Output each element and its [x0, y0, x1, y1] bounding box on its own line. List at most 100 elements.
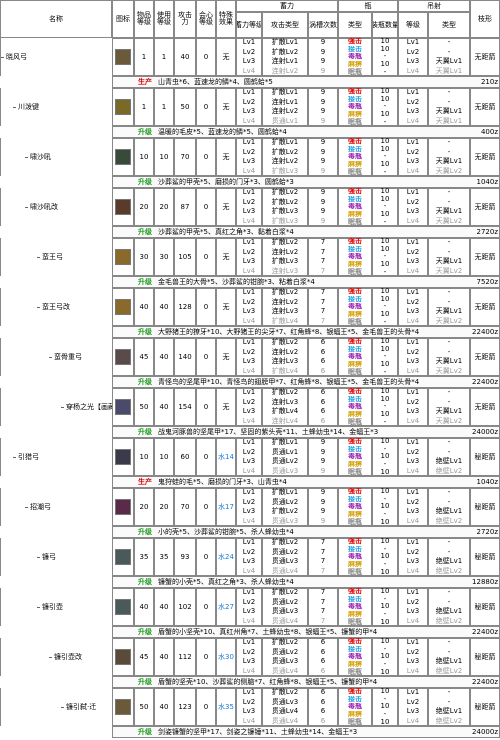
group-cell [428, 688, 470, 726]
arc-type: - [447, 188, 451, 197]
bottle-type: 眠瓶 [348, 218, 362, 226]
weapon-icon [115, 349, 131, 365]
bottle-type: 毒瓶 [348, 303, 362, 311]
arc-level: Lv2 [406, 297, 420, 306]
stat-cell: 0 [196, 338, 216, 376]
weapon-name: 川泼键 [18, 102, 39, 111]
swirl-count: 9 [320, 516, 326, 525]
weapon-icon [115, 249, 131, 265]
group-cell [338, 238, 372, 276]
charge-level: Lv2 [242, 447, 256, 456]
charge-level: Lv2 [242, 647, 256, 656]
bottle-type: 接击 [348, 95, 362, 103]
arc-level: Lv1 [406, 538, 420, 547]
arc-type: - [447, 697, 451, 706]
material-price: 22400z [472, 377, 498, 386]
bottle-count: - [383, 168, 387, 176]
material-price: 210z [480, 77, 498, 86]
swirl-count: 9 [320, 157, 326, 166]
attack-type: 扩散Lv2 [271, 47, 299, 56]
arc-type: 天翼Lv1 [435, 207, 463, 216]
bottle-type: 接击 [348, 395, 362, 403]
bottle-type: 毒瓶 [348, 403, 362, 411]
arc-level: Lv3 [406, 607, 420, 616]
group-cell [308, 388, 338, 426]
bottle-count: - [383, 560, 387, 569]
charge-level: Lv4 [242, 566, 256, 575]
stat-cell: 20 [154, 188, 174, 226]
material-price: 1040z [476, 477, 499, 486]
swirl-count: 9 [320, 66, 326, 75]
bottle-count: - [383, 218, 387, 226]
arc-type: - [447, 338, 451, 347]
tree-line [37, 607, 40, 608]
bottle-type: 眠瓶 [348, 618, 362, 626]
bottle-count: 10 [380, 538, 390, 546]
arc-type: 天翼Lv2 [435, 166, 463, 175]
stat-cell: 10 [134, 138, 154, 176]
shot-type: 秘距箭 [470, 538, 500, 576]
bottle-type: 眠瓶 [348, 668, 362, 676]
arc-level: Lv2 [406, 347, 420, 356]
attack-type: 扩散Lv2 [271, 688, 299, 697]
arc-level: Lv3 [406, 407, 420, 416]
arc-type: - [447, 238, 451, 247]
bottle-type: 接击 [348, 445, 362, 453]
swirl-count: 6 [320, 338, 326, 347]
bottle-count: 10 [380, 395, 390, 403]
stat-cell: 128 [174, 288, 196, 326]
arc-level: Lv3 [406, 557, 420, 566]
name-cell [0, 238, 112, 276]
bottle-count: - [383, 268, 387, 276]
charge-level: Lv1 [242, 488, 256, 497]
bottle-type: 麻痹 [348, 460, 362, 469]
material-text: 镰蟹的小壳*5、真红之角*3、杀人蜂幼虫*4 [158, 577, 294, 586]
charge-level: Lv1 [242, 538, 256, 547]
attack-type: 贯通Lv3 [271, 516, 299, 525]
header-cell: 攻击力 [174, 0, 196, 38]
attack-type: 连射Lv3 [271, 307, 299, 316]
material-kind: 升级 [138, 227, 152, 236]
group-cell [428, 538, 470, 576]
arc-level: Lv3 [406, 307, 420, 316]
attack-type: 扩散Lv4 [271, 407, 299, 416]
header-cell: 瓶 [338, 0, 398, 12]
attack-type: 扩散Lv2 [271, 238, 299, 247]
arc-level: Lv4 [406, 716, 420, 725]
attack-type: 连射Lv2 [271, 66, 299, 75]
bottle-count: 10 [380, 410, 390, 419]
group-cell [236, 538, 262, 576]
arc-type: - [447, 588, 451, 597]
bottle-type: 麻痹 [348, 260, 362, 269]
name-cell [0, 538, 112, 576]
bottle-type: 接击 [348, 495, 362, 503]
swirl-count: 7 [320, 607, 326, 616]
bottle-count: 10 [380, 245, 390, 253]
bottle-type: 强击 [348, 288, 362, 296]
tree-line [25, 207, 28, 208]
arc-level: Lv2 [406, 597, 420, 606]
arc-level: Lv1 [406, 438, 420, 447]
shot-type: 无距箭 [470, 88, 500, 126]
charge-level: Lv4 [242, 216, 256, 225]
group-cell [398, 488, 428, 526]
weapon-icon [115, 649, 131, 665]
name-cell [0, 38, 112, 76]
attack-type: 连射Lv2 [271, 107, 299, 116]
group-cell [338, 588, 372, 626]
attack-type: 扩散Lv2 [271, 507, 299, 516]
swirl-count: 9 [320, 116, 326, 125]
group-cell [372, 38, 398, 76]
stat-cell: 40 [154, 588, 174, 626]
header-cell: 枝形 [470, 0, 500, 38]
bottle-type: 毒瓶 [348, 153, 362, 161]
material-price: 1040z [476, 177, 499, 186]
bottle-type: 毒瓶 [348, 353, 362, 361]
stat-cell: 154 [174, 388, 196, 426]
bottle-count: 10 [380, 618, 390, 626]
group-cell [308, 688, 338, 726]
arc-level: Lv4 [406, 466, 420, 475]
group-cell [372, 88, 398, 126]
icon-cell [112, 688, 134, 726]
bottle-type: 强击 [348, 438, 362, 446]
